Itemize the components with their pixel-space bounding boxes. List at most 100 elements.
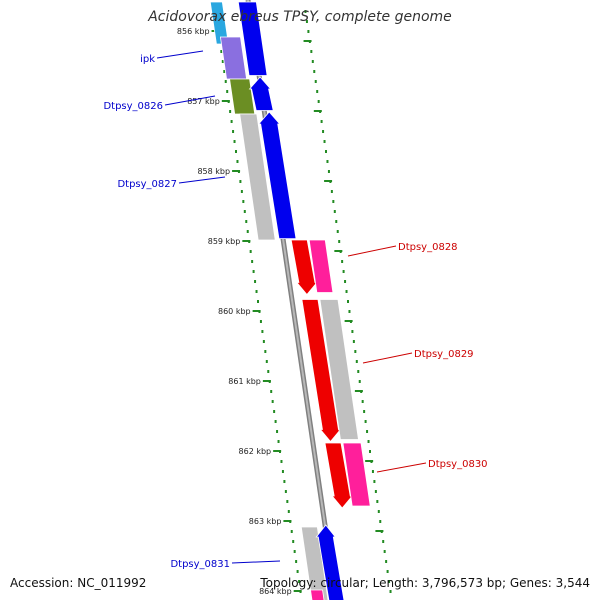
gene-ipk-arrow [237,1,268,76]
gene-label-leader [376,462,427,473]
tick-label: 859 kbp [208,237,241,246]
scale-dot-left [249,250,252,253]
scale-dot-right [333,210,336,213]
cds-track-olive [229,78,256,115]
scale-dot-left [230,120,233,123]
scale-dot-right [326,160,329,163]
gene-dtpsy0831-arrow [315,524,345,600]
tick-label: 860 kbp [218,307,251,316]
scale-dot-right [317,100,320,103]
tick-label: 856 kbp [177,27,210,36]
scale-dot-left [292,540,295,543]
scale-dot-left [287,510,290,513]
scale-dot-left [261,330,264,333]
gene-label: Dtpsy_0826 [103,101,163,112]
tick-label: 863 kbp [249,517,282,526]
scale-dot-right [374,490,377,493]
scale-dot-left [239,180,242,183]
scale-dot-left [270,390,273,393]
scale-dot-left [242,200,245,203]
scale-dot-left [295,560,298,563]
cds-track-pink-0828 [308,239,334,293]
scale-dot-right [366,430,369,433]
gene-label: Dtpsy_0827 [117,179,177,190]
scale-dot-left [221,60,224,63]
scale-dot-left [235,150,237,153]
scale-dot-right [357,370,360,373]
scale-dot-left [255,290,258,293]
scale-dot-left [223,70,226,73]
scale-dot-right [352,340,355,343]
scale-dot-right [313,70,316,73]
cds-track-gray-0829 [319,299,359,440]
gene-label: Dtpsy_0830 [428,459,488,470]
gene-label-leader [178,176,226,184]
scale-dot-right [364,420,367,423]
scale-dot-right [314,80,317,83]
gene-label-leader [347,245,397,257]
scale-dot-left [284,490,287,493]
scale-dot-left [296,570,299,573]
scale-dot-right [310,50,313,53]
scale-dot-right [386,570,389,573]
map-title: Acidovorax ebreus TPSY, complete genome [148,9,452,25]
scale-dot-left [267,370,270,373]
gene-label-leader [156,50,204,59]
scale-dot-left [293,550,296,553]
scale-dot-right [354,350,357,353]
scale-dot-right [304,10,307,13]
scale-dot-left [298,580,301,583]
scale-dot-left [281,470,284,473]
tick-label: 862 kbp [239,447,272,456]
gene-dtpsy0829-arrow [301,299,342,443]
scale-dot-right [307,30,310,33]
scale-dot-right [371,470,374,473]
scale-dot-right [363,410,366,413]
scale-dot-left [271,400,274,403]
scale-dot-left [257,300,259,303]
tick-label: 864 kbp [259,587,292,596]
cds-track-gray [239,113,276,241]
scale-dot-left [233,140,236,143]
scale-dot-left [274,420,277,423]
cds-track-pink-0830 [342,442,371,507]
scale-dot-right [367,440,370,443]
tick-label: 861 kbp [228,377,261,386]
scale-dot-right [338,240,341,243]
gene-label-leader [231,560,281,564]
scale-dot-left [262,340,265,343]
scale-dot-right [389,590,392,593]
scale-dot-right [347,300,349,303]
scale-dot-right [325,150,327,153]
cds-track-gray-0831 [300,526,329,600]
scale-dot-right [385,560,388,563]
scale-dot-right [330,190,333,193]
gene-label: Dtpsy_0831 [170,559,230,570]
scale-dot-right [361,400,364,403]
scale-dot-right [382,540,385,543]
gene-label: ipk [140,54,155,65]
scale-dot-left [264,350,267,353]
scale-dot-right [355,360,358,363]
scale-dot-left [276,430,279,433]
scale-dot-left [280,460,283,463]
scale-dot-right [369,450,371,453]
scale-dot-left [252,270,255,273]
gene-dtpsy0828-arrow [290,239,318,296]
scale-dot-right [388,580,391,583]
scale-dot-left [229,110,232,113]
scale-dot-right [320,120,323,123]
scale-dot-right [377,510,380,513]
accession-text: Accession: NC_011992 [10,576,147,590]
scale-dot-right [379,520,382,523]
scale-dot-right [373,480,376,483]
gene-labels-group: ipk Dtpsy_0826 Dtpsy_0827 Dtpsy_0828 Dtpsy_0… [103,50,488,570]
scale-dot-left [220,50,223,53]
scale-dot-left [226,90,229,93]
scale-dot-right [322,130,325,133]
tick-label: 858 kbp [197,167,230,176]
scale-dot-right [342,270,345,273]
scale-dot-right [327,170,330,173]
genome-stats-text: Topology: circular; Length: 3,796,573 bp… [260,576,590,590]
